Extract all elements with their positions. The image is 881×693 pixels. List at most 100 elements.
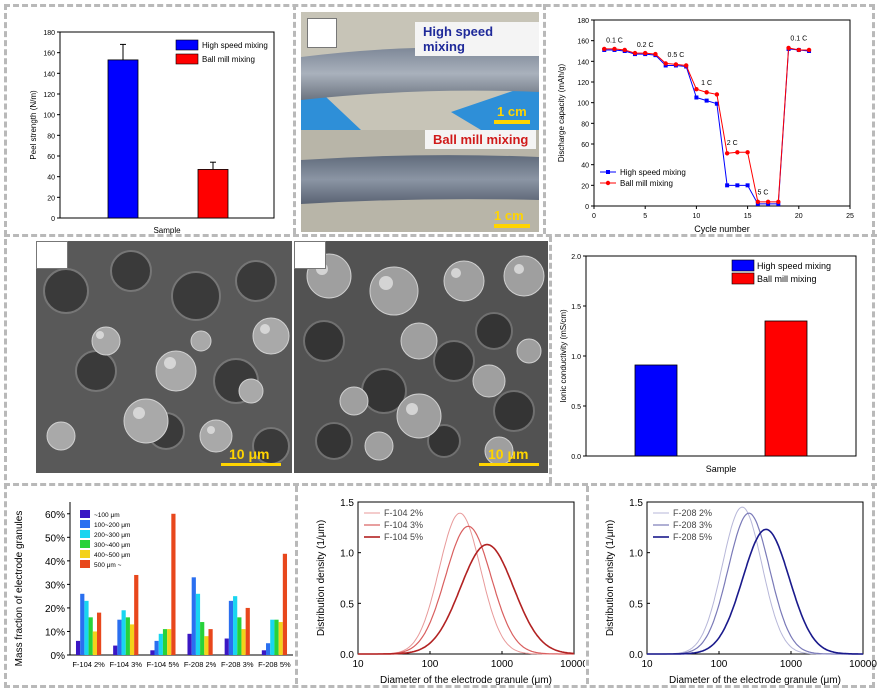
plot-frame (646, 501, 864, 655)
x-tick-label: 15 (744, 213, 752, 220)
legend-swatch (731, 259, 755, 272)
rate-annotation: 5 C (758, 190, 769, 197)
legend-label: 500 μm ~ (94, 562, 122, 569)
data-point (755, 199, 761, 205)
y-tick-label: 0.0 (629, 650, 643, 661)
y-tick-label: 2.0 (571, 254, 581, 261)
legend-label: High speed mixing (620, 168, 686, 177)
data-point (632, 50, 638, 56)
distribution-f104-chart: 0.0 0.5 1.0 1.5 10 100 1000 10000 Diameter of th… (316, 498, 585, 686)
legend-label: 300~400 μm (94, 542, 130, 549)
data-point (704, 98, 709, 103)
data-point (745, 150, 750, 155)
plot-frame (593, 19, 851, 207)
col-separator-5 (586, 486, 589, 684)
data-point (673, 62, 679, 67)
y-tick-label: 20 (581, 183, 589, 190)
y-tick-label: 1.0 (571, 354, 581, 361)
data-point (694, 87, 699, 92)
x-axis-label: Sample (153, 226, 181, 235)
data-point (694, 95, 699, 100)
y-tick-label: 10% (45, 627, 65, 638)
y-tick-label: 40 (47, 175, 55, 182)
bar (208, 629, 213, 655)
bar (113, 645, 118, 655)
y-axis-label: Ionic conductivity (mS/cm) (559, 309, 568, 403)
x-axis-label: Sample (706, 464, 737, 474)
data-point (796, 47, 801, 53)
y-tick-label: 140 (577, 59, 589, 66)
distribution-curve (358, 525, 574, 655)
data-point (735, 150, 740, 155)
photo-label-high: High speed mixing (415, 22, 539, 56)
y-tick-label: 100 (43, 113, 55, 120)
col-separator-4 (295, 486, 298, 684)
photo-label-ball: Ball mill mixing (425, 130, 537, 149)
bar (88, 617, 93, 655)
y-tick-label: 1.5 (629, 498, 643, 509)
legend-label: F-208 3% (673, 520, 712, 530)
y-axis-label: Distribution density (1/μm) (316, 520, 327, 636)
legend-swatch (80, 550, 90, 558)
photo-scale-label-1: 1 cm (497, 104, 527, 119)
y-tick-label: 140 (43, 71, 55, 78)
x-tick-label: F-208 2% (184, 660, 217, 669)
figure-frame (4, 4, 875, 688)
distribution-curve (358, 543, 575, 655)
y-tick-label: 160 (577, 39, 589, 46)
bar (117, 619, 122, 655)
distribution-curve (647, 528, 863, 655)
bar (237, 617, 242, 655)
bar (282, 553, 288, 655)
col-separator-1 (293, 4, 296, 234)
y-tick-label: 40 (581, 163, 589, 170)
plot-frame (59, 31, 275, 219)
peel-strength-chart: 0 20 40 60 80 100 120 140 160 180 Peel strength (N… (29, 30, 275, 235)
x-tick-label: 5 (643, 213, 647, 220)
x-tick-label: 100 (422, 659, 439, 670)
data-point (663, 61, 668, 66)
bar (245, 607, 250, 655)
bar (171, 513, 176, 655)
photo-scale-bar-2 (494, 224, 530, 228)
y-tick-label: 180 (577, 18, 589, 25)
bar (154, 640, 159, 655)
legend-label: High speed mixing (757, 261, 831, 271)
x-axis-label: Diameter of the electrode granule (μm) (380, 675, 552, 686)
legend-label: F-104 3% (384, 520, 423, 530)
legend-label: F-208 2% (673, 508, 712, 518)
bar (764, 320, 808, 457)
y-tick-label: 0.0 (571, 454, 581, 461)
x-tick-label: 10000 (849, 659, 877, 670)
legend-label: High speed mixing (202, 41, 268, 50)
data-point (704, 90, 709, 95)
bar (200, 622, 205, 655)
data-point (714, 92, 720, 97)
rate-annotation: 0.1 C (606, 38, 623, 45)
y-tick-label: 1.5 (340, 498, 354, 509)
x-tick-label: F-104 2% (72, 660, 105, 669)
photo-scale-bar-1 (494, 120, 530, 124)
bar (96, 612, 102, 655)
rate-annotation: 0.1 C (790, 36, 807, 43)
x-tick-label: F-208 3% (221, 660, 254, 669)
bar (233, 596, 238, 655)
y-tick-label: 0.5 (571, 404, 581, 411)
bar (158, 633, 163, 655)
y-tick-label: 0.0 (340, 650, 354, 661)
legend-swatch (80, 560, 90, 568)
bar (204, 636, 209, 655)
row-separator-2 (4, 483, 877, 486)
y-tick-label: 0 (585, 204, 589, 211)
legend-swatch (80, 530, 90, 538)
y-tick-label: 60 (581, 142, 589, 149)
y-tick-label: 50% (45, 533, 65, 544)
bar (92, 631, 97, 655)
x-tick-label: 10 (352, 659, 364, 670)
data-point (602, 46, 607, 52)
sem-texture-high (36, 241, 292, 473)
legend-label: F-208 5% (673, 532, 712, 542)
plot-frame (585, 255, 857, 457)
row-separator-1 (4, 234, 877, 237)
x-axis-label: Diameter of the electrode granule (μm) (669, 675, 841, 686)
